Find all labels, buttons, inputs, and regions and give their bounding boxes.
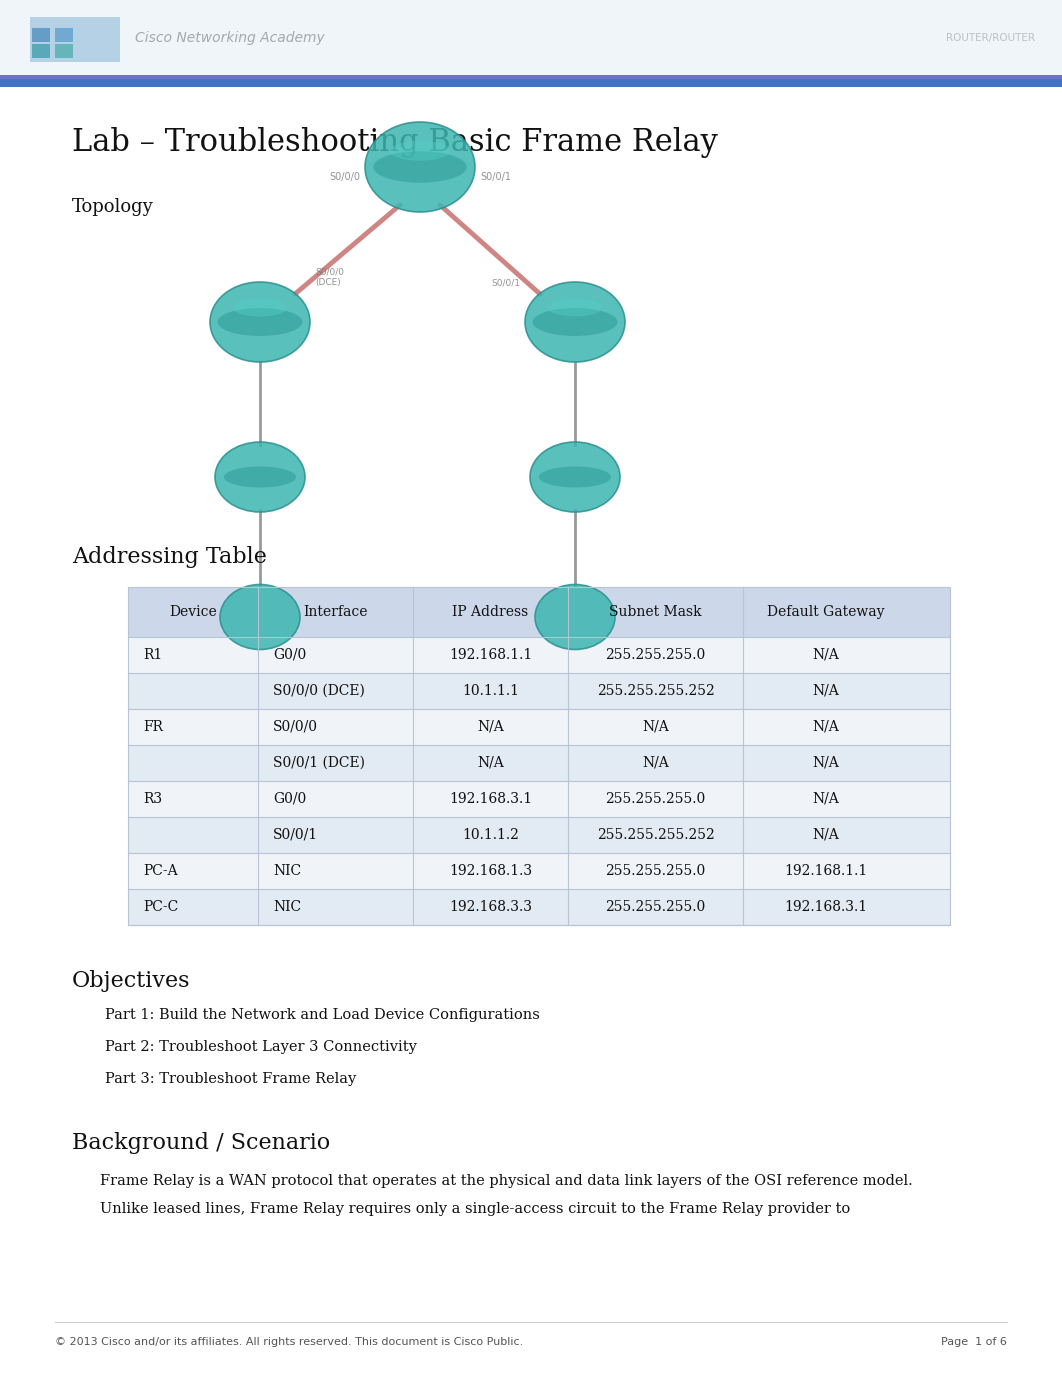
Bar: [0, 0, 1062, 74]
Text: Subnet Mask: Subnet Mask: [610, 605, 702, 620]
Text: S0/0/1: S0/0/1: [491, 278, 520, 286]
Bar: [129, 745, 950, 781]
Ellipse shape: [532, 308, 617, 336]
Ellipse shape: [210, 282, 310, 362]
Text: PC-A: PC-A: [143, 863, 177, 879]
Bar: [55, 44, 73, 58]
Bar: [129, 852, 950, 890]
Text: 255.255.255.0: 255.255.255.0: [605, 901, 705, 914]
Ellipse shape: [218, 308, 303, 336]
Text: Background / Scenario: Background / Scenario: [72, 1132, 330, 1154]
Text: S0/0/0: S0/0/0: [329, 172, 360, 182]
Text: Part 2: Troubleshoot Layer 3 Connectivity: Part 2: Troubleshoot Layer 3 Connectivit…: [105, 1040, 417, 1053]
Bar: [32, 44, 50, 58]
Text: N/A: N/A: [812, 792, 839, 806]
Text: 192.168.3.1: 192.168.3.1: [784, 901, 867, 914]
Ellipse shape: [373, 151, 467, 183]
Text: N/A: N/A: [477, 720, 503, 734]
Text: PC-C: PC-C: [143, 901, 178, 914]
Text: G0/0: G0/0: [273, 649, 306, 662]
Text: Interface: Interface: [304, 605, 367, 620]
Text: N/A: N/A: [812, 684, 839, 698]
Text: 255.255.255.252: 255.255.255.252: [597, 684, 715, 698]
Bar: [129, 673, 950, 709]
Ellipse shape: [390, 140, 450, 161]
Text: N/A: N/A: [643, 720, 669, 734]
Text: N/A: N/A: [812, 828, 839, 841]
Text: Default Gateway: Default Gateway: [767, 605, 885, 620]
Text: S0/0/0: S0/0/0: [273, 720, 318, 734]
Text: 10.1.1.1: 10.1.1.1: [462, 684, 519, 698]
Text: S0/0/0
(DCE): S0/0/0 (DCE): [315, 267, 344, 286]
Text: 192.168.3.1: 192.168.3.1: [449, 792, 532, 806]
Text: N/A: N/A: [812, 720, 839, 734]
Text: IP Address: IP Address: [452, 605, 529, 620]
Text: 10.1.1.2: 10.1.1.2: [462, 828, 519, 841]
Text: 192.168.1.3: 192.168.1.3: [449, 863, 532, 879]
Text: 255.255.255.0: 255.255.255.0: [605, 863, 705, 879]
Text: Lab – Troubleshooting Basic Frame Relay: Lab – Troubleshooting Basic Frame Relay: [72, 127, 718, 157]
Ellipse shape: [233, 299, 288, 317]
Bar: [32, 28, 50, 43]
Text: NIC: NIC: [273, 901, 302, 914]
Text: NIC: NIC: [273, 863, 302, 879]
Text: 192.168.3.3: 192.168.3.3: [449, 901, 532, 914]
Text: Part 3: Troubleshoot Frame Relay: Part 3: Troubleshoot Frame Relay: [105, 1073, 356, 1086]
Ellipse shape: [530, 442, 620, 512]
Text: R1: R1: [143, 649, 162, 662]
Bar: [30, 17, 120, 62]
Ellipse shape: [215, 442, 305, 512]
Text: N/A: N/A: [643, 756, 669, 770]
Bar: [129, 817, 950, 852]
Bar: [129, 781, 950, 817]
Text: S0/0/1: S0/0/1: [273, 828, 319, 841]
Ellipse shape: [220, 584, 299, 650]
Ellipse shape: [535, 584, 615, 650]
Ellipse shape: [224, 467, 296, 487]
Text: 255.255.255.0: 255.255.255.0: [605, 792, 705, 806]
Text: Cisco Networking Academy: Cisco Networking Academy: [135, 32, 325, 45]
Bar: [0, 78, 1062, 87]
Bar: [129, 587, 950, 638]
Text: Addressing Table: Addressing Table: [72, 547, 267, 567]
Text: 255.255.255.0: 255.255.255.0: [605, 649, 705, 662]
Text: Page  1 of 6: Page 1 of 6: [941, 1337, 1007, 1347]
Bar: [129, 709, 950, 745]
Text: N/A: N/A: [812, 756, 839, 770]
Bar: [129, 587, 950, 925]
Ellipse shape: [525, 282, 626, 362]
Text: Unlike leased lines, Frame Relay requires only a single-access circuit to the Fr: Unlike leased lines, Frame Relay require…: [100, 1202, 851, 1216]
Text: N/A: N/A: [477, 756, 503, 770]
Text: Objectives: Objectives: [72, 969, 190, 991]
Ellipse shape: [539, 467, 611, 487]
Text: ROUTER/ROUTER: ROUTER/ROUTER: [946, 33, 1035, 43]
Ellipse shape: [548, 299, 602, 317]
Text: Topology: Topology: [72, 198, 154, 216]
Text: S0/0/1 (DCE): S0/0/1 (DCE): [273, 756, 365, 770]
Text: Device: Device: [169, 605, 217, 620]
Text: S0/0/0 (DCE): S0/0/0 (DCE): [273, 684, 365, 698]
Text: © 2013 Cisco and/or its affiliates. All rights reserved. This document is Cisco : © 2013 Cisco and/or its affiliates. All …: [55, 1337, 524, 1347]
Text: G0/0: G0/0: [273, 792, 306, 806]
Text: R3: R3: [143, 792, 162, 806]
Text: 255.255.255.252: 255.255.255.252: [597, 828, 715, 841]
Bar: [129, 638, 950, 673]
Text: 192.168.1.1: 192.168.1.1: [449, 649, 532, 662]
Bar: [0, 74, 1062, 78]
Text: 192.168.1.1: 192.168.1.1: [784, 863, 868, 879]
Bar: [129, 890, 950, 925]
Text: FR: FR: [143, 720, 162, 734]
Ellipse shape: [365, 123, 475, 212]
Text: S0/0/1: S0/0/1: [480, 172, 511, 182]
Text: Part 1: Build the Network and Load Device Configurations: Part 1: Build the Network and Load Devic…: [105, 1008, 539, 1022]
Text: N/A: N/A: [812, 649, 839, 662]
Bar: [55, 28, 73, 43]
Text: Frame Relay is a WAN protocol that operates at the physical and data link layers: Frame Relay is a WAN protocol that opera…: [100, 1175, 912, 1188]
